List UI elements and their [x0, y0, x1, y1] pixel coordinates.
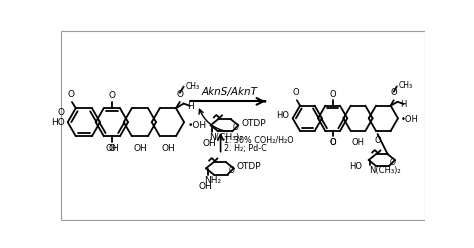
Text: O: O: [329, 138, 336, 147]
Text: OH: OH: [105, 145, 119, 154]
Text: HO: HO: [51, 118, 64, 127]
Text: H: H: [187, 102, 193, 111]
Text: OH: OH: [161, 145, 175, 154]
Text: OH: OH: [352, 138, 365, 147]
Text: 2. H₂; Pd-C: 2. H₂; Pd-C: [225, 144, 267, 153]
Text: OH: OH: [203, 139, 217, 148]
Text: O: O: [109, 144, 115, 153]
Text: N(CH₃)₂: N(CH₃)₂: [209, 133, 243, 142]
Text: O: O: [391, 88, 397, 97]
Text: CH₃: CH₃: [185, 82, 200, 91]
Text: OH: OH: [133, 145, 147, 154]
Text: O: O: [109, 92, 115, 100]
Text: O: O: [228, 166, 234, 175]
Text: N(CH₃)₂: N(CH₃)₂: [369, 166, 400, 175]
Text: HO: HO: [277, 111, 290, 120]
Text: CH₃: CH₃: [398, 81, 412, 90]
Text: O: O: [68, 90, 75, 99]
Text: HO: HO: [349, 162, 363, 171]
Text: OH: OH: [198, 182, 212, 191]
Text: O: O: [58, 108, 64, 117]
Text: O: O: [329, 90, 336, 99]
Text: OTDP: OTDP: [241, 119, 266, 128]
Text: •OH: •OH: [187, 121, 206, 130]
FancyArrowPatch shape: [199, 109, 227, 132]
Text: NH₂: NH₂: [204, 176, 221, 185]
Text: O: O: [176, 90, 183, 99]
Text: O: O: [390, 158, 396, 167]
Text: O: O: [293, 88, 300, 97]
Text: •OH: •OH: [400, 115, 418, 124]
Text: O: O: [233, 123, 239, 132]
Text: OTDP: OTDP: [237, 162, 261, 171]
Text: O: O: [329, 138, 336, 147]
Text: O: O: [374, 136, 381, 145]
Text: AknS/AknT: AknS/AknT: [201, 87, 257, 97]
Text: H: H: [400, 100, 406, 109]
Text: 1. 30% COH₂/H₂O: 1. 30% COH₂/H₂O: [225, 135, 294, 144]
